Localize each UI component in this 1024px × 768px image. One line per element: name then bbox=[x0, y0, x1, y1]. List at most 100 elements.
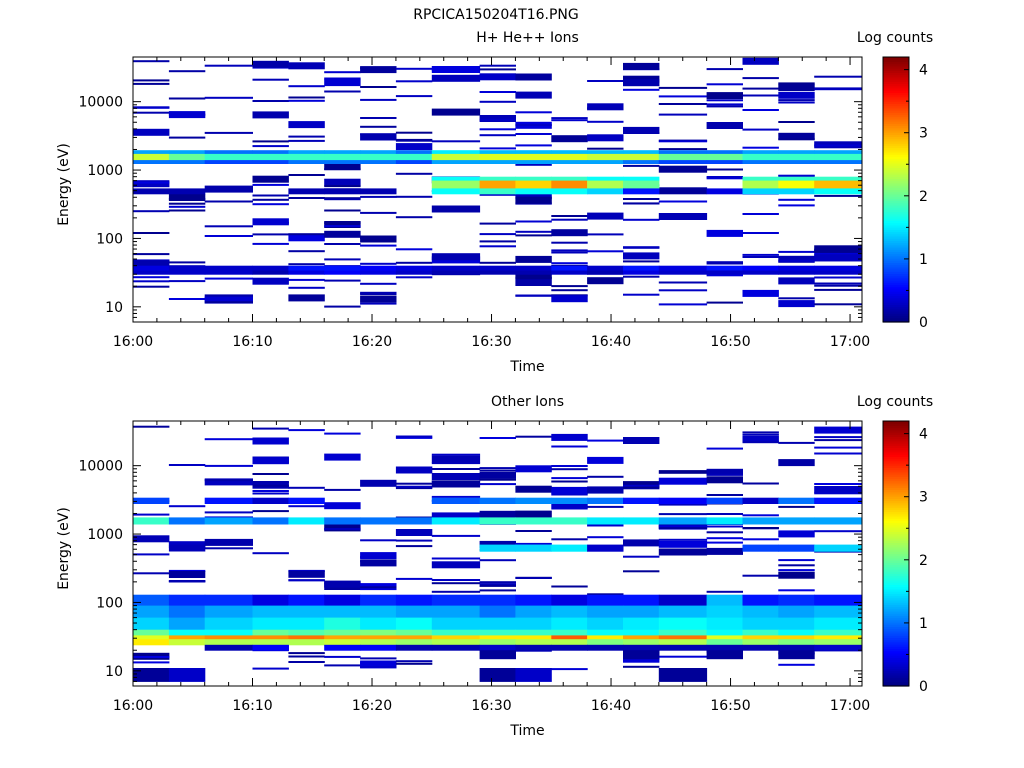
colorbar-step bbox=[883, 538, 909, 541]
count-cell bbox=[204, 511, 253, 514]
band-cell bbox=[288, 617, 325, 631]
band-cell bbox=[252, 150, 289, 154]
band-cell bbox=[742, 605, 779, 619]
colorbar-step bbox=[883, 425, 909, 429]
colorbar-step bbox=[883, 200, 909, 204]
band-cell bbox=[431, 270, 481, 275]
count-cell bbox=[288, 99, 325, 102]
colorbar-step bbox=[883, 295, 909, 299]
count-cell bbox=[204, 301, 253, 304]
band-cell bbox=[395, 150, 433, 154]
count-cell bbox=[706, 122, 743, 129]
count-cell bbox=[742, 256, 779, 258]
count-cell bbox=[288, 655, 325, 658]
count-cell bbox=[814, 486, 863, 493]
colorbar-step bbox=[883, 670, 909, 674]
colorbar-step bbox=[883, 238, 909, 241]
count-cell bbox=[324, 488, 361, 491]
colorbar-step bbox=[883, 549, 909, 552]
colorbar-step bbox=[883, 297, 909, 301]
band-cell bbox=[133, 605, 170, 619]
count-cell bbox=[706, 525, 743, 528]
band-cell bbox=[706, 629, 743, 636]
count-cell bbox=[551, 241, 588, 244]
count-cell bbox=[168, 209, 206, 212]
band-cell bbox=[288, 635, 325, 640]
colorbar-step bbox=[883, 127, 909, 131]
colorbar-step bbox=[883, 498, 909, 502]
count-cell bbox=[204, 225, 253, 228]
band-cell bbox=[252, 270, 289, 275]
colorbar-step bbox=[883, 280, 909, 283]
count-cell bbox=[551, 585, 588, 588]
count-cell bbox=[814, 288, 863, 291]
count-cell bbox=[168, 569, 206, 572]
count-cell bbox=[658, 281, 708, 284]
count-cell bbox=[168, 111, 206, 119]
colorbar-step bbox=[883, 125, 909, 129]
count-cell bbox=[133, 106, 170, 109]
count-cell bbox=[778, 564, 815, 567]
band-cell bbox=[623, 160, 660, 164]
band-cell bbox=[587, 188, 624, 195]
count-cell bbox=[814, 245, 863, 253]
count-cell bbox=[479, 589, 516, 592]
band-cell bbox=[479, 517, 516, 525]
band-cell bbox=[623, 635, 660, 640]
count-cell bbox=[360, 237, 397, 240]
count-cell bbox=[706, 494, 743, 496]
band-cell bbox=[204, 265, 253, 271]
colorbar-step bbox=[883, 650, 909, 654]
count-cell bbox=[658, 513, 708, 516]
colorbar-step bbox=[883, 619, 909, 623]
band-cell bbox=[252, 629, 289, 636]
colorbar-step bbox=[883, 659, 909, 663]
x-tick-label: 16:20 bbox=[352, 334, 392, 350]
count-cell bbox=[778, 259, 815, 262]
band-cell bbox=[395, 629, 433, 636]
band-cell bbox=[658, 153, 708, 161]
colorbar-step bbox=[883, 315, 909, 319]
band-cell bbox=[479, 650, 516, 660]
count-cell bbox=[515, 272, 552, 280]
count-cell bbox=[778, 571, 815, 579]
band-cell bbox=[252, 153, 289, 161]
colorbar-step bbox=[883, 204, 909, 208]
count-cell bbox=[288, 486, 325, 489]
colorbar-step bbox=[883, 599, 909, 603]
band-cell bbox=[324, 188, 361, 195]
colorbar-step bbox=[883, 546, 909, 550]
colorbar-step bbox=[883, 180, 909, 184]
count-cell bbox=[133, 180, 170, 188]
colorbar-step bbox=[883, 211, 909, 215]
band-cell bbox=[814, 635, 863, 640]
count-cell bbox=[252, 78, 289, 81]
count-cell bbox=[395, 529, 433, 536]
band-cell bbox=[431, 153, 481, 161]
colorbar-step bbox=[883, 443, 909, 446]
count-cell bbox=[395, 539, 433, 542]
count-cell bbox=[623, 260, 660, 263]
colorbar-step bbox=[883, 610, 909, 614]
count-cell bbox=[479, 233, 516, 236]
count-cell bbox=[515, 133, 552, 135]
colorbar-step bbox=[883, 515, 909, 519]
band-cell bbox=[252, 497, 289, 504]
count-cell bbox=[204, 200, 253, 203]
band-cell bbox=[515, 517, 552, 525]
count-cell bbox=[133, 285, 170, 288]
count-cell bbox=[706, 590, 743, 593]
plot-frame bbox=[132, 420, 863, 687]
count-cell bbox=[778, 250, 815, 253]
colorbar-step bbox=[883, 147, 909, 151]
count-cell bbox=[360, 302, 397, 305]
colorbar-step bbox=[883, 577, 909, 581]
count-cell bbox=[288, 263, 325, 266]
band-cell bbox=[204, 160, 253, 164]
count-cell bbox=[515, 144, 552, 147]
colorbar-step bbox=[883, 246, 909, 250]
count-cell bbox=[431, 453, 481, 456]
band-cell bbox=[431, 497, 481, 504]
band-cell bbox=[204, 497, 253, 504]
count-cell bbox=[814, 144, 863, 147]
